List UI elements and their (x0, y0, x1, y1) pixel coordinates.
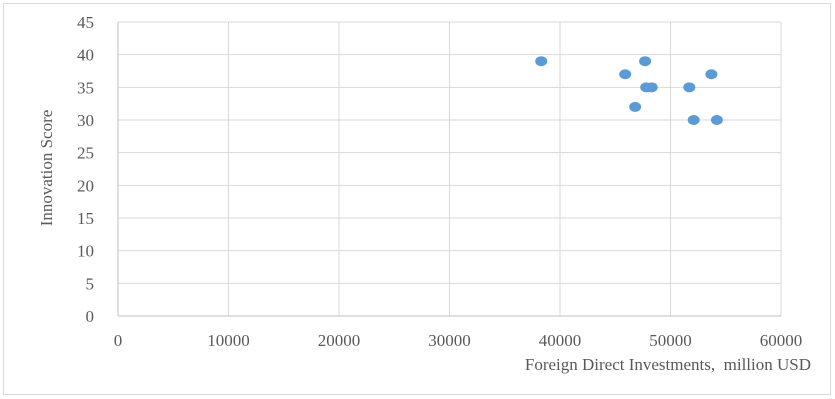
x-tick-labels: 0 10000 20000 30000 40000 50000 60000 (114, 331, 803, 350)
x-tick-label: 60000 (760, 331, 803, 350)
data-point (619, 69, 632, 80)
x-tick-label: 40000 (539, 331, 582, 350)
chart-frame (3, 3, 831, 395)
y-tick-label: 15 (77, 209, 94, 228)
data-points (535, 56, 723, 125)
y-tick-label: 35 (77, 78, 94, 97)
data-point (687, 115, 700, 125)
y-tick-label: 10 (77, 242, 94, 261)
data-point (710, 115, 723, 125)
x-axis-title: Foreign Direct Investments, million USD (525, 355, 811, 374)
data-point (645, 82, 658, 93)
data-point (535, 56, 548, 67)
data-point (705, 69, 718, 80)
y-tick-label: 45 (77, 13, 94, 32)
y-tick-label: 0 (86, 307, 95, 326)
y-tick-label: 20 (77, 176, 94, 195)
y-tick-label: 30 (77, 111, 94, 130)
x-tick-label: 10000 (207, 331, 250, 350)
x-tick-label: 50000 (649, 331, 692, 350)
data-point (629, 101, 642, 112)
data-point (683, 82, 696, 93)
gridlines (118, 21, 782, 316)
y-tick-labels: 0 5 10 15 20 25 30 35 40 45 (77, 13, 94, 326)
x-tick-label: 0 (114, 331, 123, 350)
x-tick-label: 30000 (428, 331, 471, 350)
y-axis-title: Innovation Score (37, 110, 56, 227)
x-tick-label: 20000 (318, 331, 361, 350)
axes (117, 22, 781, 317)
y-tick-label: 40 (77, 46, 94, 65)
data-point (639, 56, 652, 67)
y-tick-label: 25 (77, 144, 94, 163)
y-tick-label: 5 (86, 274, 95, 293)
